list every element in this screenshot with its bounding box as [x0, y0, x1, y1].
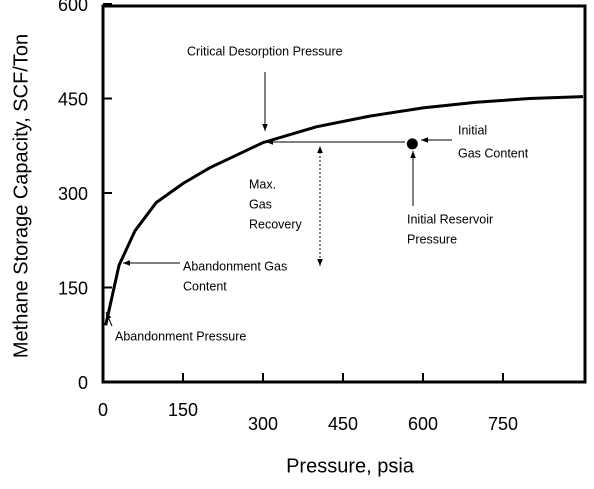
- x-tick-label: 300: [248, 414, 278, 434]
- annotation: Content: [183, 279, 227, 293]
- y-tick-label: 150: [58, 278, 88, 298]
- y-tick-label: 0: [78, 373, 88, 393]
- annotation: Gas: [249, 197, 272, 211]
- annotation: Initial: [458, 123, 487, 137]
- plot-frame: [101, 4, 587, 384]
- annotation: Recovery: [249, 217, 303, 231]
- annotation: Abandonment Gas: [183, 259, 287, 273]
- isotherm-line: [104, 95, 584, 326]
- arrows: [105, 72, 452, 327]
- x-axis-title: Pressure, psia: [286, 455, 415, 477]
- y-tick-label: 600: [58, 0, 88, 15]
- y-tick-label: 300: [58, 184, 88, 204]
- marks: [104, 95, 584, 326]
- annotation: Max.: [249, 177, 276, 191]
- x-tick-label: 450: [328, 414, 358, 434]
- x-tick-label: 150: [168, 400, 198, 420]
- x-tick-label: 0: [98, 400, 108, 420]
- arrow: [105, 311, 113, 327]
- annotation: Gas Content: [458, 146, 529, 160]
- annotation: Abandonment Pressure: [115, 329, 246, 343]
- y-axis-title: Methane Storage Capacity, SCF/Ton: [10, 34, 32, 358]
- x-tick-label: 600: [408, 414, 438, 434]
- x-tick-label: 750: [488, 414, 518, 434]
- y-tick-label: 450: [58, 89, 88, 109]
- annotation: Critical Desorption Pressure: [187, 44, 343, 58]
- annotation: Initial Reservoir: [407, 212, 493, 226]
- initial-point: [406, 138, 418, 150]
- annotation: Pressure: [407, 232, 457, 246]
